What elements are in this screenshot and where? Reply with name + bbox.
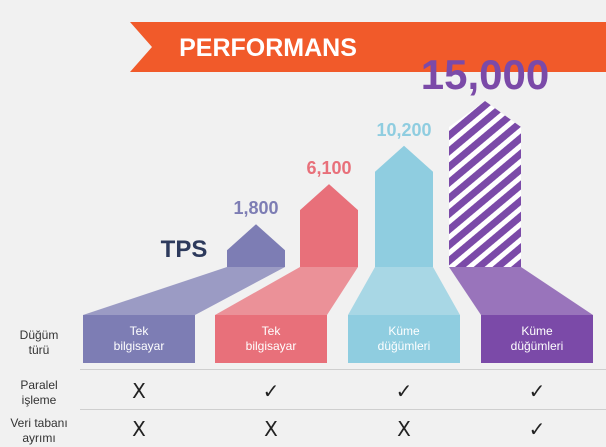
check-mark: ✓ [528,379,546,403]
bar-category-label: bilgisayar [114,339,165,353]
bar-base [83,315,195,363]
bar-category-label: düğümleri [378,339,431,353]
row-divider [80,369,606,370]
banner-title: PERFORMANS [179,34,357,62]
bar-base [348,315,460,363]
bar-column [449,101,521,267]
cross-mark: X [397,417,411,441]
row-label: Veri tabanı ayrımı [0,416,78,446]
bar-category-label: Küme [388,324,420,338]
bar-category-label: düğümleri [511,339,564,353]
bar-funnel [215,267,358,315]
row-label-line: ayrımı [22,431,56,445]
check-mark: ✓ [395,379,413,403]
tps-label: TPS [161,236,208,263]
bars-group: Tekbilgisayar1,800Tekbilgisayar6,100Küme… [83,51,593,363]
bar-value-label: 1,800 [233,198,278,218]
row-label-line: türü [28,343,50,357]
cross-mark: X [264,417,278,441]
bar-funnel [83,267,285,315]
title-banner: PERFORMANS [130,22,606,72]
bar-category-label: Küme [521,324,553,338]
banner-shape [130,22,606,72]
bar-column [227,224,285,267]
row-label: Düğüm türü [0,328,78,358]
row-label-line: Veri tabanı [10,416,68,430]
cross-mark: X [132,379,146,403]
row-label-line: işleme [21,393,57,407]
bar-category-label: Tek [262,324,282,338]
bar-value-label: 10,200 [376,120,431,140]
bar-category-label: bilgisayar [246,339,297,353]
cross-mark: X [132,417,146,441]
bar-funnel [449,267,593,315]
check-mark: ✓ [528,417,546,441]
bar-value-label: 15,000 [421,51,549,98]
bar-funnel [348,267,460,315]
bar-column [375,145,433,267]
row-divider [80,409,606,410]
row-label: Paralel işleme [0,378,78,408]
bar-column [300,184,358,267]
bar-category-label: Tek [130,324,150,338]
check-mark: ✓ [262,379,280,403]
row-label-line: Paralel [20,378,58,392]
row-label-line: Düğüm [19,328,59,342]
bar-base [215,315,327,363]
bar-value-label: 6,100 [306,158,351,178]
bar-base [481,315,593,363]
